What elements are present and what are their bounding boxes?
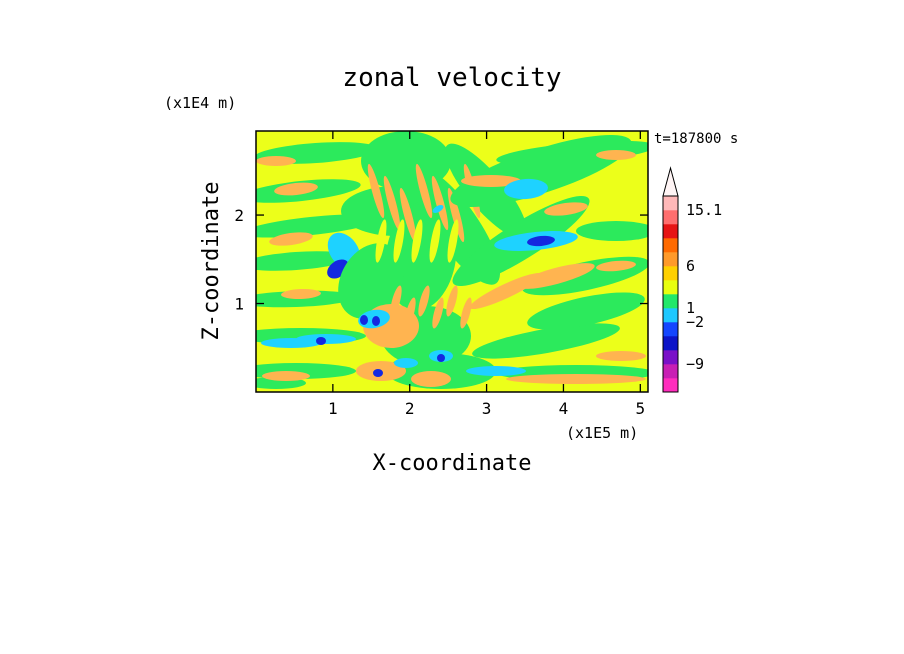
x-tick-label: 1 <box>328 399 338 418</box>
colorbar-swatch <box>663 224 678 239</box>
colorbar-swatch <box>663 238 678 253</box>
contour-blob-61 <box>517 263 595 289</box>
colorbar-swatch <box>663 280 678 295</box>
contour-blob-12 <box>256 156 296 166</box>
contour-blob-46 <box>411 371 451 387</box>
colorbar-swatch <box>663 196 678 211</box>
colorbar-swatch <box>663 308 678 323</box>
x-tick-label: 4 <box>559 399 569 418</box>
colorbar-label: 6 <box>686 257 695 275</box>
y-tick-label: 2 <box>234 206 244 225</box>
contour-blob-27 <box>383 175 401 231</box>
contour-blob-17 <box>316 337 326 345</box>
contour-blob-33 <box>375 219 387 263</box>
colorbar-frame <box>662 195 679 393</box>
contour-blob-40 <box>418 285 430 317</box>
contour-blob-9 <box>269 232 313 246</box>
colorbar: 15.1 6 1−2 −9 <box>662 166 722 393</box>
colorbar-label: 1 <box>686 299 695 317</box>
contour-blob-59 <box>461 175 521 187</box>
x-unit-label: (x1E5 m) <box>566 424 638 442</box>
colorbar-swatch <box>663 210 678 225</box>
x-tick-label: 3 <box>482 399 492 418</box>
contour-blob-3 <box>256 251 351 271</box>
colorbar-swatch <box>663 350 678 365</box>
contour-blob-69 <box>527 292 645 330</box>
contour-field <box>256 131 648 392</box>
time-label: t=187800 s <box>654 131 738 147</box>
contour-blob-63 <box>596 260 636 272</box>
contour-blob-43 <box>460 297 472 329</box>
contour-blob-67 <box>527 235 555 247</box>
contour-blob-68 <box>472 323 620 359</box>
contour-blob-72 <box>506 374 646 384</box>
colorbar-swatch <box>663 252 678 267</box>
x-axis-label: X-coordinate <box>373 451 532 476</box>
contour-blob-11 <box>262 371 310 381</box>
colorbar-swatch <box>663 266 678 281</box>
colorbar-swatch <box>663 378 678 393</box>
colorbar-swatch <box>663 336 678 351</box>
contour-blob-74 <box>466 366 526 376</box>
contour-blob-8 <box>274 182 318 196</box>
contour-blob-35 <box>411 219 423 263</box>
contour-blob-60 <box>544 202 588 216</box>
contour-blob-10 <box>281 288 321 300</box>
axis-ticks: 1 2 3 4 5 1 2 <box>234 131 648 418</box>
contour-blob-71 <box>576 221 648 241</box>
contour-blob-49 <box>360 315 368 325</box>
contour-blob-37 <box>447 219 459 263</box>
contour-blob-62 <box>469 272 543 310</box>
colorbar-swatch <box>663 322 678 337</box>
contour-blob-26 <box>367 163 385 219</box>
contour-blob-50 <box>372 316 380 326</box>
chart-title: zonal velocity <box>342 63 561 93</box>
contour-blob-42 <box>446 285 458 317</box>
colorbar-label: −9 <box>686 355 704 373</box>
colorbar-swatch <box>663 294 678 309</box>
contour-blob-73 <box>596 351 646 361</box>
colorbar-overflow-arrow <box>662 166 679 197</box>
contour-blob-30 <box>431 175 449 231</box>
contour-blob-34 <box>393 219 405 263</box>
plot-frame <box>255 130 649 393</box>
contour-blob-21 <box>338 243 404 319</box>
contour-blob-28 <box>399 187 417 243</box>
contour-blob-14 <box>296 334 356 344</box>
contour-blob-54 <box>432 205 444 213</box>
contour-blob-53 <box>373 369 383 377</box>
contour-blob-47 <box>394 358 418 368</box>
contour-blob-56 <box>496 140 648 166</box>
x-tick-label: 5 <box>635 399 645 418</box>
y-unit-label: (x1E4 m) <box>164 94 236 112</box>
colorbar-label: 15.1 <box>686 201 722 219</box>
contour-blob-36 <box>429 219 441 263</box>
contour-blob-52 <box>437 354 445 362</box>
contour-blob-65 <box>504 178 548 200</box>
y-tick-label: 1 <box>234 295 244 314</box>
contour-blob-29 <box>415 163 433 219</box>
colorbar-swatch <box>663 364 678 379</box>
x-tick-label: 2 <box>405 399 415 418</box>
colorbar-label: −2 <box>686 313 704 331</box>
y-axis-label: Z-coordinate <box>199 182 224 341</box>
contour-blob-41 <box>432 297 444 329</box>
contour-blob-64 <box>596 150 636 160</box>
